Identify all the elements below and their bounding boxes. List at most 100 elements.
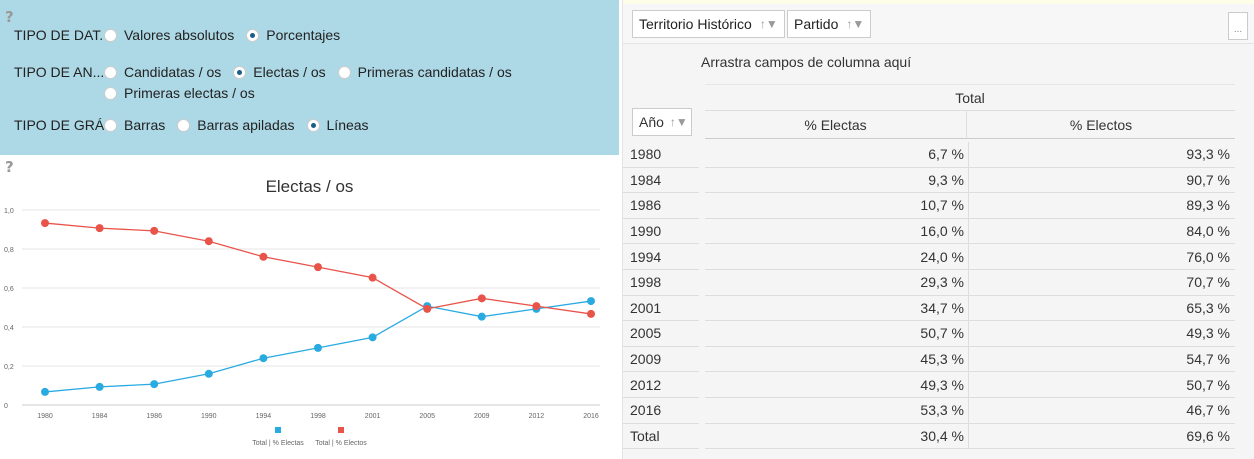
radio-icon[interactable] — [306, 118, 320, 132]
cell-electos: 54,7 % — [969, 347, 1235, 373]
radio-icon[interactable] — [104, 86, 117, 100]
filter-chip-territorio[interactable]: Territorio Histórico ↑▼ — [632, 10, 785, 38]
cell-electas: 50,7 % — [705, 321, 969, 347]
data-point — [368, 273, 377, 282]
x-tick-label: 1980 — [37, 413, 53, 420]
funnel-sort-icon[interactable]: ↑▼ — [846, 17, 865, 31]
radio-label: Líneas — [326, 117, 369, 133]
table-row: 2012 49,3 % 50,7 % — [623, 372, 1235, 398]
total-column-header: Total — [705, 84, 1235, 111]
y-tick-label: 0,4 — [4, 325, 14, 332]
radio-option[interactable]: Electas / os — [233, 63, 326, 81]
left-panel: ? TIPO DE DAT... Valores absolutos Porcent… — [0, 0, 619, 459]
radio-icon[interactable] — [177, 118, 191, 132]
pivot-rows: 1980 6,7 % 93,3 % 1984 9,3 % 90,7 % 1986 10,7 %… — [623, 142, 1235, 450]
cell-electas: 10,7 % — [705, 193, 969, 219]
cell-electos: 65,3 % — [969, 296, 1235, 322]
top-strip — [623, 0, 1254, 4]
row-field-label: Año — [639, 114, 664, 130]
table-row: 2016 53,3 % 46,7 % — [623, 397, 1235, 424]
radio-option[interactable]: Barras — [104, 116, 165, 134]
cell-electos: 70,7 % — [969, 270, 1235, 296]
cell-electas: 6,7 % — [705, 142, 969, 168]
help-icon[interactable]: ? — [5, 8, 14, 26]
table-row: 2005 50,7 % 49,3 % — [623, 321, 1235, 347]
radio-option[interactable]: Líneas — [306, 116, 369, 134]
option-label: TIPO DE GRÁ... — [14, 117, 104, 133]
option-label: TIPO DE DAT... — [14, 27, 104, 43]
radio-option[interactable]: Primeras candidatas / os — [337, 63, 512, 81]
option-choices: Candidatas / os Electas / os Primeras cand… — [104, 63, 524, 102]
row-year-cell: 2001 — [623, 296, 699, 322]
filter-chip-partido[interactable]: Partido ↑▼ — [787, 10, 872, 38]
cell-electas: 30,4 % — [705, 423, 969, 450]
cell-electos: 93,3 % — [969, 142, 1235, 168]
option-row: TIPO DE GRÁ... Barras Barras apiladas Línea… — [14, 116, 524, 134]
data-point — [314, 263, 322, 272]
x-tick-label: 2005 — [419, 413, 435, 420]
table-row: 1980 6,7 % 93,3 % — [623, 142, 1235, 168]
table-row: Total 30,4 % 69,6 % — [623, 423, 1235, 450]
filter-chip-label: Partido — [794, 16, 839, 32]
row-field-chip-ano[interactable]: Año ↑▼ — [632, 108, 692, 136]
radio-label: Barras apiladas — [197, 117, 295, 133]
x-tick-label: 1990 — [201, 413, 217, 420]
x-tick-label: 2016 — [583, 413, 599, 420]
cell-electos: 84,0 % — [969, 219, 1235, 245]
funnel-sort-icon[interactable]: ↑▼ — [669, 115, 688, 129]
cell-electas: 45,3 % — [705, 346, 969, 373]
y-tick-label: 0,6 — [4, 286, 14, 293]
radio-label: Barras — [124, 117, 166, 133]
data-point — [204, 369, 213, 378]
table-row: 1998 29,3 % 70,7 % — [623, 269, 1235, 296]
data-point — [95, 382, 104, 391]
radio-option[interactable]: Barras apiladas — [177, 116, 295, 134]
cell-electas: 9,3 % — [705, 167, 969, 194]
cell-electos: 50,7 % — [969, 372, 1235, 398]
cell-electos: 69,6 % — [969, 424, 1235, 450]
radio-icon[interactable] — [233, 65, 247, 79]
pivot-panel: Territorio Histórico ↑▼ Partido ↑▼ ... A… — [622, 0, 1254, 459]
radio-icon[interactable] — [104, 28, 117, 42]
cell-electas: 29,3 % — [705, 269, 969, 296]
row-year-cell: 1984 — [623, 168, 699, 194]
radio-option[interactable]: Porcentajes — [246, 26, 340, 44]
row-year-cell: 2009 — [623, 347, 699, 373]
data-point — [477, 294, 486, 303]
x-tick-label: 1984 — [92, 413, 108, 420]
table-row: 2009 45,3 % 54,7 % — [623, 346, 1235, 373]
data-point — [368, 333, 377, 342]
cell-electas: 34,7 % — [705, 295, 969, 322]
legend-swatch — [275, 427, 281, 433]
cell-electas: 53,3 % — [705, 397, 969, 424]
option-row: TIPO DE DAT... Valores absolutos Porcentaj… — [14, 26, 524, 44]
funnel-sort-icon[interactable]: ↑▼ — [759, 17, 778, 31]
radio-option[interactable]: Candidatas / os — [104, 63, 221, 81]
radio-option[interactable]: Primeras electas / os — [104, 84, 255, 102]
y-tick-label: 0,8 — [4, 247, 14, 254]
radio-label: Electas / os — [253, 64, 326, 80]
radio-icon[interactable] — [104, 118, 117, 132]
data-point — [259, 252, 268, 261]
row-year-cell: 2005 — [623, 321, 699, 347]
chart-help-icon[interactable]: ? — [5, 158, 14, 176]
y-tick-label: 0 — [4, 403, 8, 410]
radio-label: Primeras candidatas / os — [357, 64, 512, 80]
data-point — [150, 226, 159, 235]
pivot-grid — [623, 44, 1254, 459]
radio-icon[interactable] — [104, 65, 117, 79]
y-tick-label: 0,2 — [4, 364, 14, 371]
filter-chip-label: Territorio Histórico — [639, 16, 752, 32]
radio-option[interactable]: Valores absolutos — [104, 26, 234, 44]
x-tick-label: 2009 — [474, 413, 490, 420]
column-drop-zone[interactable]: Arrastra campos de columna aquí — [701, 54, 912, 70]
data-point — [41, 387, 49, 396]
more-options-button[interactable]: ... — [1228, 12, 1248, 40]
radio-icon[interactable] — [246, 28, 260, 42]
radio-icon[interactable] — [337, 65, 351, 79]
x-tick-label: 2012 — [529, 413, 545, 420]
cell-electos: 76,0 % — [969, 244, 1235, 270]
legend-label: Total | % Electos — [315, 440, 367, 447]
cell-electos: 90,7 % — [969, 168, 1235, 194]
cell-electos: 49,3 % — [969, 321, 1235, 347]
